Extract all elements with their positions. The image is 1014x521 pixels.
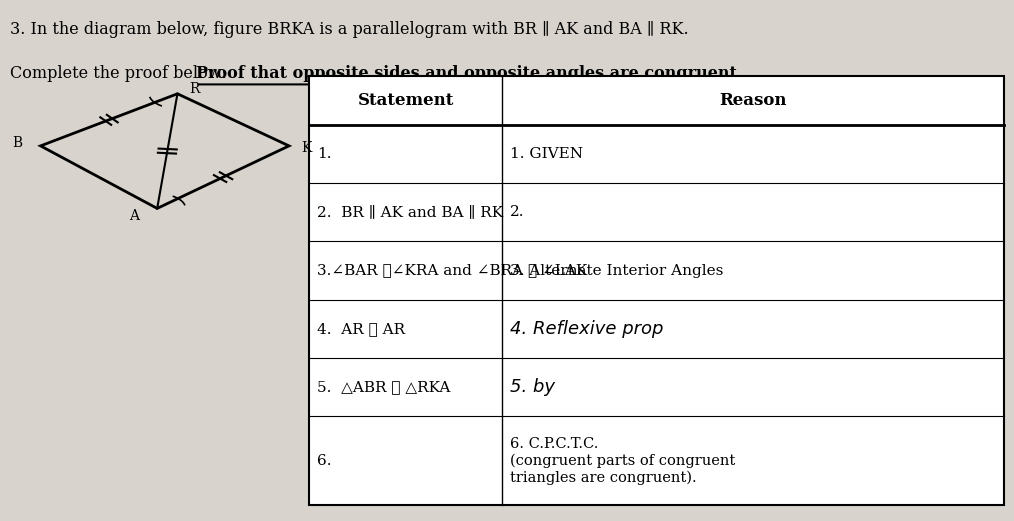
Text: 6.: 6. [317,454,332,468]
Text: R: R [190,82,200,95]
Text: K: K [301,142,311,155]
Text: A: A [129,209,139,223]
Text: Reason: Reason [719,92,787,109]
Text: 2.: 2. [510,205,524,219]
Text: 6. C.P.C.T.C.: 6. C.P.C.T.C. [510,437,598,451]
Text: 4. Reflexive prop: 4. Reflexive prop [510,320,663,338]
Text: 5. by: 5. by [510,378,555,396]
Bar [309,76,1004,505]
Text: 3.∠BAR ≅∠KRA and ∠BRA ≅ ∠LAK: 3.∠BAR ≅∠KRA and ∠BRA ≅ ∠LAK [317,264,588,278]
Text: 3. In the diagram below, figure BRKA is a parallelogram with BR ∥ AK and BA ∥ RK: 3. In the diagram below, figure BRKA is … [10,21,689,38]
Text: Proof that opposite sides and opposite angles are congruent.: Proof that opposite sides and opposite a… [196,65,742,82]
Text: Complete the proof below:: Complete the proof below: [10,65,232,82]
Text: (congruent parts of congruent: (congruent parts of congruent [510,454,735,468]
Text: 1.: 1. [317,147,332,161]
Text: 5.  △ABR ≅ △RKA: 5. △ABR ≅ △RKA [317,380,451,394]
Text: 2.  BR ∥ AK and BA ∥ RK: 2. BR ∥ AK and BA ∥ RK [317,205,504,219]
Text: 3. Alternate Interior Angles: 3. Alternate Interior Angles [510,264,723,278]
Text: B: B [12,137,22,150]
Text: triangles are congruent).: triangles are congruent). [510,471,697,485]
Text: 1. GIVEN: 1. GIVEN [510,147,583,161]
Text: 4.  AR ≅ AR: 4. AR ≅ AR [317,322,406,336]
Text: Statement: Statement [357,92,454,109]
Bar [309,76,1004,505]
